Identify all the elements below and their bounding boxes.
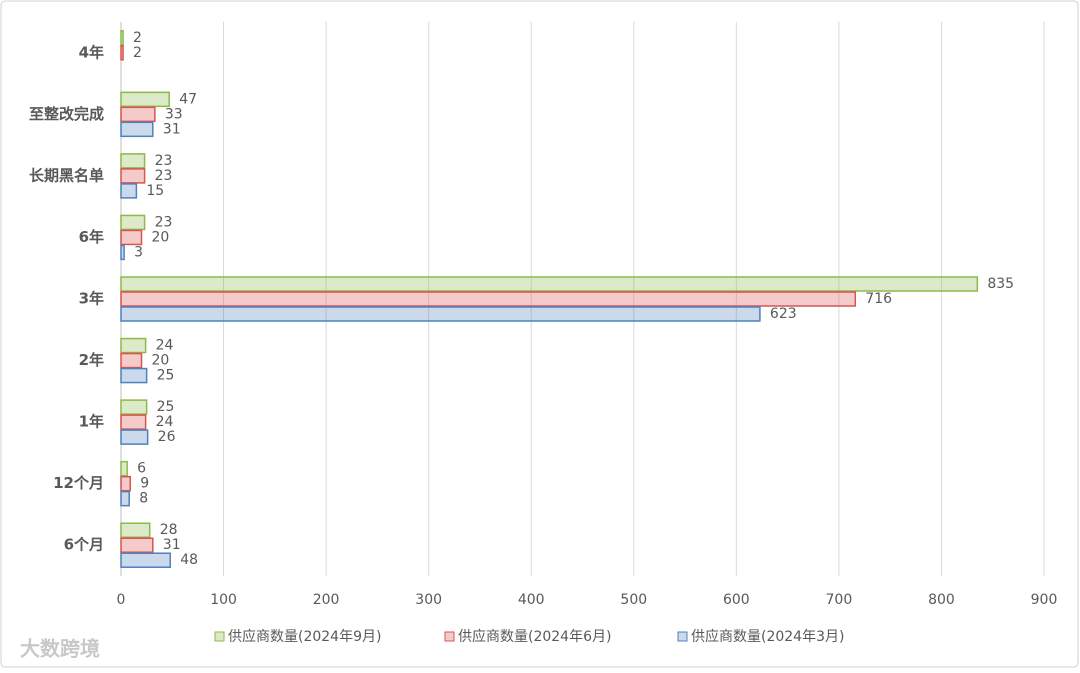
value-label: 15 (146, 183, 164, 199)
bar (120, 352, 143, 369)
value-label: 2 (133, 30, 142, 46)
x-tick-label: 200 (313, 592, 340, 608)
bar (120, 244, 125, 261)
bar (120, 537, 154, 553)
bar (120, 414, 147, 430)
x-tick-label: 800 (928, 592, 955, 608)
y-tick-label: 至整改完成 (29, 105, 104, 123)
value-label: 31 (163, 121, 181, 137)
y-tick-label: 6个月 (64, 536, 104, 554)
bar (120, 399, 148, 415)
y-tick-label: 3年 (79, 290, 104, 308)
value-label: 48 (180, 552, 198, 568)
bar (120, 291, 857, 307)
value-label: 716 (865, 291, 892, 307)
value-label: 835 (987, 276, 1014, 292)
value-label: 20 (152, 229, 170, 245)
bar (120, 367, 148, 384)
value-label: 23 (155, 153, 173, 169)
bar (120, 30, 124, 46)
bar (120, 460, 128, 477)
legend-label: 供应商数量(2024年6月) (458, 628, 611, 645)
y-tick-label: 2年 (79, 351, 104, 369)
value-label: 25 (157, 399, 175, 415)
value-label: 26 (158, 429, 176, 445)
value-label: 2 (133, 45, 142, 61)
value-label: 28 (160, 522, 178, 538)
bar (120, 429, 149, 445)
x-tick-label: 700 (826, 592, 853, 608)
bar (120, 552, 171, 568)
legend-marker (677, 631, 688, 642)
bar (120, 522, 151, 538)
legend-label: 供应商数量(2024年3月) (691, 628, 844, 645)
x-tick-label: 0 (117, 592, 126, 608)
y-tick-label: 12个月 (53, 474, 104, 492)
value-label: 24 (156, 414, 174, 430)
value-label: 8 (139, 491, 148, 507)
value-label: 9 (140, 476, 149, 492)
value-label: 23 (155, 214, 173, 230)
bar (120, 337, 147, 354)
value-label: 24 (156, 338, 174, 354)
bar (120, 229, 143, 246)
value-label: 47 (179, 91, 197, 107)
bar (120, 490, 130, 507)
x-tick-label: 600 (723, 592, 750, 608)
bar (120, 106, 156, 123)
legend-marker (444, 631, 455, 642)
y-tick-label: 1年 (79, 413, 104, 431)
x-tick-label: 300 (415, 592, 442, 608)
x-tick-label: 100 (210, 592, 237, 608)
x-tick-label: 400 (518, 592, 545, 608)
y-tick-label: 6年 (79, 228, 104, 246)
bar (120, 183, 138, 199)
value-label: 31 (163, 537, 181, 553)
legend-label: 供应商数量(2024年9月) (228, 628, 381, 645)
value-label: 623 (770, 306, 797, 322)
y-tick-label: 长期黑名单 (29, 166, 104, 184)
bar (120, 153, 146, 169)
bar (120, 306, 761, 322)
value-label: 25 (157, 368, 175, 384)
value-label: 23 (155, 168, 173, 184)
bar (120, 214, 146, 231)
value-label: 6 (137, 461, 146, 477)
bar (120, 475, 131, 492)
legend-marker (214, 631, 225, 642)
bar (120, 121, 154, 138)
bar (120, 168, 146, 184)
value-label: 33 (165, 106, 183, 122)
bar (120, 276, 979, 292)
bar (120, 45, 124, 61)
y-tick-label: 4年 (79, 43, 104, 61)
bar (120, 91, 170, 108)
x-tick-label: 900 (1031, 592, 1058, 608)
watermark: 大数跨境 (20, 637, 100, 661)
value-label: 20 (152, 353, 170, 369)
value-label: 3 (134, 244, 143, 260)
x-tick-label: 500 (620, 592, 647, 608)
